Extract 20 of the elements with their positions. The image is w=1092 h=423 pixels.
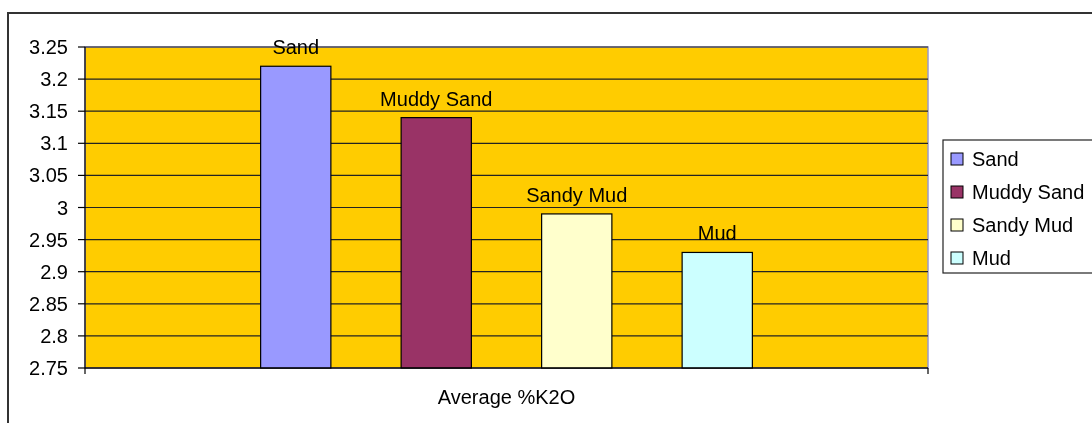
legend-label: Muddy Sand [972, 181, 1085, 203]
y-tick-label: 3 [56, 196, 68, 219]
data-label: Mud [697, 222, 737, 245]
y-tick-label: 3.1 [40, 132, 68, 155]
y-tick-label: 2.85 [29, 292, 68, 315]
y-tick-label: 2.8 [40, 324, 68, 347]
legend-label: Sandy Mud [972, 214, 1074, 236]
y-tick-label: 2.95 [29, 228, 68, 251]
y-tick-label: 3.2 [40, 68, 68, 91]
y-tick-label: 2.9 [40, 260, 68, 283]
y-tick-label: 3.15 [29, 100, 68, 123]
y-tick-label: 3.25 [29, 36, 68, 58]
legend-label: Mud [972, 247, 1011, 269]
y-tick-label: 3.05 [29, 164, 68, 187]
data-label: Sand [272, 36, 320, 59]
data-label: Muddy Sand [380, 87, 493, 110]
legend-label: Sand [972, 148, 1019, 170]
data-label: Sandy Mud [526, 183, 628, 206]
y-tick-label: 2.75 [29, 357, 68, 379]
x-tick-label: Average %K2O [437, 386, 576, 408]
